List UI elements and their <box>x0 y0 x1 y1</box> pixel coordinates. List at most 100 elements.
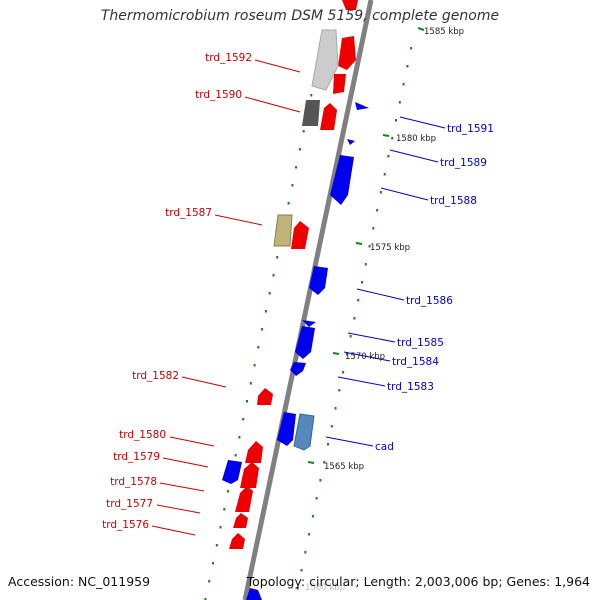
gene-arrow-cad[interactable] <box>293 413 315 451</box>
track-dot <box>291 184 294 187</box>
gene-label-trd_1583[interactable]: trd_1583 <box>387 381 434 393</box>
track-dot <box>227 490 230 493</box>
track-dot <box>295 166 298 169</box>
gene-label-trd_1580[interactable]: trd_1580 <box>119 429 166 441</box>
track-dot <box>398 101 401 104</box>
track-dot <box>302 130 305 133</box>
gene-label-trd_1590[interactable]: trd_1590 <box>195 89 242 101</box>
tick-label: 1565 kbp <box>324 462 364 472</box>
track-dot <box>372 227 375 230</box>
gene-arrow[interactable] <box>229 533 245 549</box>
track-dot <box>330 425 333 428</box>
tick-label: 1580 kbp <box>396 134 436 144</box>
track-dot <box>379 191 382 194</box>
gene-arrow-darkgray[interactable] <box>302 100 320 126</box>
track-dot <box>249 382 252 385</box>
gene-arrow[interactable] <box>333 74 346 94</box>
gene-label-trd_1585[interactable]: trd_1585 <box>397 337 444 349</box>
track-dot <box>304 551 307 554</box>
gene-arrow[interactable] <box>240 462 259 488</box>
gene-label-trd_1578[interactable]: trd_1578 <box>110 476 157 488</box>
track-dot <box>391 137 394 140</box>
track-dot <box>238 436 241 439</box>
track-dot <box>357 299 360 302</box>
gene-label-trd_1588[interactable]: trd_1588 <box>430 195 477 207</box>
track-dot <box>327 443 329 446</box>
gene-arrow[interactable] <box>246 588 262 600</box>
track-dot <box>402 83 405 86</box>
gene-label-trd_1587[interactable]: trd_1587 <box>165 207 212 219</box>
track-dot <box>361 281 363 284</box>
track-dot <box>387 155 390 158</box>
track-dot <box>342 371 345 374</box>
tick-label: 1585 kbp <box>424 27 464 37</box>
gene-arrow[interactable] <box>290 362 306 376</box>
tick-label: 1560 kbp <box>305 583 345 593</box>
gene-arrow-gray[interactable] <box>311 29 339 91</box>
gene-arrow[interactable] <box>347 139 355 145</box>
track-dot <box>257 346 260 349</box>
gene-arrow[interactable] <box>338 36 356 70</box>
track-dot <box>223 508 226 511</box>
track-dot <box>364 263 367 266</box>
gene-label-trd_1576[interactable]: trd_1576 <box>102 519 149 531</box>
track-dot <box>204 598 207 600</box>
gene-label-trd_1577[interactable]: trd_1577 <box>106 498 153 510</box>
track-dot <box>315 497 318 500</box>
gene-arrow[interactable] <box>309 266 328 295</box>
gene-label-trd_1582[interactable]: trd_1582 <box>132 370 179 382</box>
track-dot <box>276 256 279 259</box>
gene-label-trd_1592[interactable]: trd_1592 <box>205 52 252 64</box>
gene-arrow[interactable] <box>257 388 273 405</box>
genome-summary-text: Topology: circular; Length: 2,003,006 bp… <box>246 574 590 589</box>
gene-arrow[interactable] <box>233 513 248 528</box>
track-dot <box>383 173 386 176</box>
gene-label-trd_1584[interactable]: trd_1584 <box>392 356 439 368</box>
gene-label-cad[interactable]: cad <box>375 441 394 453</box>
track-dot <box>272 274 275 277</box>
scale-ticks <box>307 27 425 464</box>
gene-arrow[interactable] <box>342 0 358 10</box>
right-leader-lines <box>325 116 446 447</box>
track-dot <box>311 515 314 518</box>
gene-arrow[interactable] <box>330 155 354 205</box>
track-dot <box>253 364 256 367</box>
track-dot <box>338 389 341 392</box>
track-dot <box>406 65 409 68</box>
track-dot <box>345 353 348 356</box>
gene-arrow[interactable] <box>302 320 316 327</box>
track-dot <box>334 407 337 410</box>
gene-arrow[interactable] <box>222 460 242 484</box>
track-dot <box>298 148 301 151</box>
track-dot <box>410 47 413 50</box>
tick-label: 1575 kbp <box>370 243 410 253</box>
gene-label-trd_1589[interactable]: trd_1589 <box>440 157 487 169</box>
gene-arrow[interactable] <box>245 441 263 463</box>
track-dot <box>219 526 222 529</box>
track-dot <box>296 587 299 590</box>
track-dot <box>323 461 326 464</box>
gene-label-trd_1586[interactable]: trd_1586 <box>406 295 453 307</box>
gene-label-trd_1591[interactable]: trd_1591 <box>447 123 494 135</box>
track-dot <box>319 479 322 482</box>
gene-arrow[interactable] <box>291 221 309 249</box>
gene-arrow[interactable] <box>320 103 337 130</box>
track-dot <box>287 202 290 205</box>
gene-arrow[interactable] <box>235 486 253 512</box>
gene-arrow-olive[interactable] <box>273 214 293 247</box>
accession-text: Accession: NC_011959 <box>8 574 151 589</box>
gene-arrow[interactable] <box>355 102 369 110</box>
track-dot <box>268 292 271 295</box>
track-dot <box>234 454 237 457</box>
track-dot <box>300 569 303 572</box>
gene-arrow[interactable] <box>277 412 296 446</box>
gene-arrow[interactable] <box>295 326 315 359</box>
tick-label: 1570 kbp <box>345 352 385 362</box>
track-dot <box>308 533 311 536</box>
track-dot <box>353 317 356 320</box>
gene-label-trd_1579[interactable]: trd_1579 <box>113 451 160 463</box>
track-dot <box>376 209 379 212</box>
track-dot <box>246 400 248 403</box>
map-title: Thermomicrobium roseum DSM 5159, complet… <box>100 8 500 24</box>
